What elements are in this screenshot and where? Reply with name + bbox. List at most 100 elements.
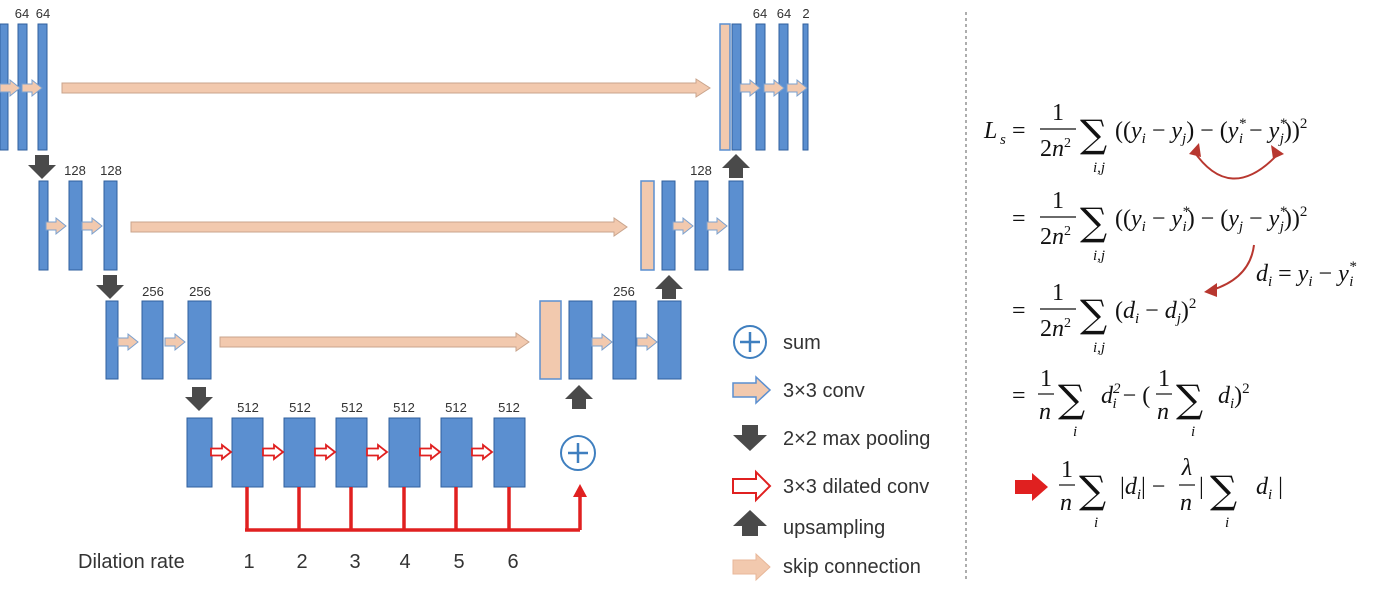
channel-label: 512	[341, 400, 363, 415]
svg-text:∑: ∑	[1079, 468, 1106, 512]
channel-label: 512	[498, 400, 520, 415]
svg-text:2n2: 2n2	[1040, 136, 1071, 162]
svg-text:d2i − (: d2 i − (	[1101, 381, 1150, 412]
definition-text: di = yi − y* i	[1256, 259, 1357, 290]
sum-arrowhead	[573, 484, 587, 497]
svg-text:1: 1	[1061, 457, 1073, 483]
channel-label: 64	[753, 6, 767, 21]
dilation-rate-value: 4	[399, 551, 410, 573]
level-3: 256 256 256	[105, 284, 682, 380]
svg-text:1: 1	[1158, 366, 1170, 392]
result-arrow-icon	[1015, 473, 1048, 501]
feature-block	[493, 417, 526, 488]
channel-label: 512	[393, 400, 415, 415]
skip-connection-arrow	[130, 217, 628, 237]
conv-arrow-icon	[636, 333, 658, 351]
dilated-conv-arrow-icon	[419, 444, 441, 460]
svg-text:=: =	[1012, 118, 1026, 144]
conv-arrow-icon	[732, 375, 772, 405]
swap-arrowhead-left	[1189, 143, 1201, 157]
feature-block	[231, 417, 264, 488]
dilation-rate-value: 5	[453, 551, 464, 573]
upsampling-arrow	[722, 154, 750, 178]
feature-block	[335, 417, 368, 488]
svg-text:di |: di |	[1256, 474, 1283, 503]
channel-label: 64	[15, 6, 29, 21]
svg-text:∑: ∑	[1080, 112, 1107, 156]
skip-connection-arrow-icon	[732, 552, 771, 582]
max-pooling-arrow-icon	[733, 425, 767, 451]
max-pooling-arrow	[96, 275, 124, 299]
concat-block	[539, 300, 562, 380]
feature-block	[657, 300, 682, 380]
svg-text:i: i	[1094, 515, 1098, 531]
dilated-conv-arrow-icon	[262, 444, 284, 460]
svg-text:1: 1	[1052, 280, 1064, 306]
svg-text:∑: ∑	[1210, 468, 1237, 512]
svg-text:=: =	[1012, 298, 1026, 324]
dilation-rate-label: Dilation rate	[78, 551, 185, 573]
feature-block	[187, 300, 212, 380]
feature-block	[141, 300, 164, 380]
sum-icon	[733, 325, 767, 359]
level-1: 64 64 64 64 2	[0, 6, 810, 151]
skip-connection-arrow	[61, 78, 711, 98]
svg-text:∑: ∑	[1058, 377, 1085, 421]
svg-text:i: i	[1191, 424, 1195, 440]
max-pooling-arrow	[28, 155, 56, 179]
concat-block	[640, 180, 655, 271]
upsampling-arrow	[655, 275, 683, 299]
svg-text:i: i	[1073, 424, 1077, 440]
feature-block	[388, 417, 421, 488]
channel-label: 256	[142, 284, 164, 299]
channel-label: 512	[445, 400, 467, 415]
legend-label: 3×3 conv	[783, 380, 865, 402]
dilation-rate-value: 3	[349, 551, 360, 573]
equation-line-5: 1 n ∑ i |di| − λ n | ∑ i di |	[1015, 455, 1283, 531]
legend-label: 2×2 max pooling	[783, 428, 930, 450]
equations: L s = 1 2n2 ∑ i,j ((yi − yj) − (y* i − y*…	[983, 100, 1357, 531]
equation-line-2: = 1 2n2 ∑ i,j ((yi − y* i) − (yj − y* j))2	[1012, 188, 1307, 264]
svg-text:|di| −: |di| −	[1120, 474, 1165, 503]
svg-text:=: =	[1012, 383, 1026, 409]
legend: sum 3×3 conv 2×2 max pooling 3×3 dilated…	[732, 325, 930, 582]
legend-label: skip connection	[783, 556, 921, 578]
max-pooling-arrow	[185, 387, 213, 411]
conv-arrow-icon	[706, 217, 728, 235]
definition-arrowhead	[1204, 283, 1217, 297]
feature-block	[568, 300, 593, 380]
feature-block	[103, 180, 118, 271]
svg-text:(di − dj)2: (di − dj)2	[1115, 296, 1196, 327]
skip-connection-arrow	[219, 332, 530, 352]
dilated-conv-arrow-icon	[314, 444, 336, 460]
channel-label: 128	[64, 163, 86, 178]
upsampling-arrow	[565, 385, 593, 409]
conv-arrow-icon	[164, 333, 186, 351]
svg-text:((yi − yj) − (y*i − y*j))2: ((yi − yj) − (y* i − y* j))2	[1115, 116, 1307, 147]
sum-connector-lines	[245, 487, 582, 532]
svg-text:s: s	[1000, 132, 1006, 148]
channel-label: 256	[189, 284, 211, 299]
channel-label: 128	[690, 163, 712, 178]
channel-label: 512	[237, 400, 259, 415]
svg-text:=: =	[1012, 206, 1026, 232]
conv-arrow-icon	[81, 217, 103, 235]
svg-text:n: n	[1060, 490, 1072, 516]
svg-text:∑: ∑	[1176, 377, 1203, 421]
svg-text:2n2: 2n2	[1040, 224, 1071, 250]
svg-text:∑: ∑	[1080, 292, 1107, 336]
swap-curve	[1192, 149, 1279, 180]
svg-text:|: |	[1199, 474, 1204, 500]
feature-block	[283, 417, 316, 488]
svg-text:i,j: i,j	[1093, 340, 1105, 356]
feature-block	[612, 300, 637, 380]
svg-text:i,j: i,j	[1093, 160, 1105, 176]
dilated-conv-arrow-icon	[732, 469, 772, 503]
conv-arrow-icon	[672, 217, 694, 235]
equation-line-4: = 1 n ∑ i d2 i − ( 1 n ∑ i di)2	[1012, 366, 1250, 440]
channel-label: 256	[613, 284, 635, 299]
bottleneck: 512 512 512 512 512 512 Dilation rate 1 …	[78, 400, 596, 573]
equation-line-3: = 1 2n2 ∑ i,j (di − dj)2	[1012, 280, 1196, 356]
equation-line-1: L s = 1 2n2 ∑ i,j ((yi − yj) − (y* i − y*…	[983, 100, 1307, 176]
